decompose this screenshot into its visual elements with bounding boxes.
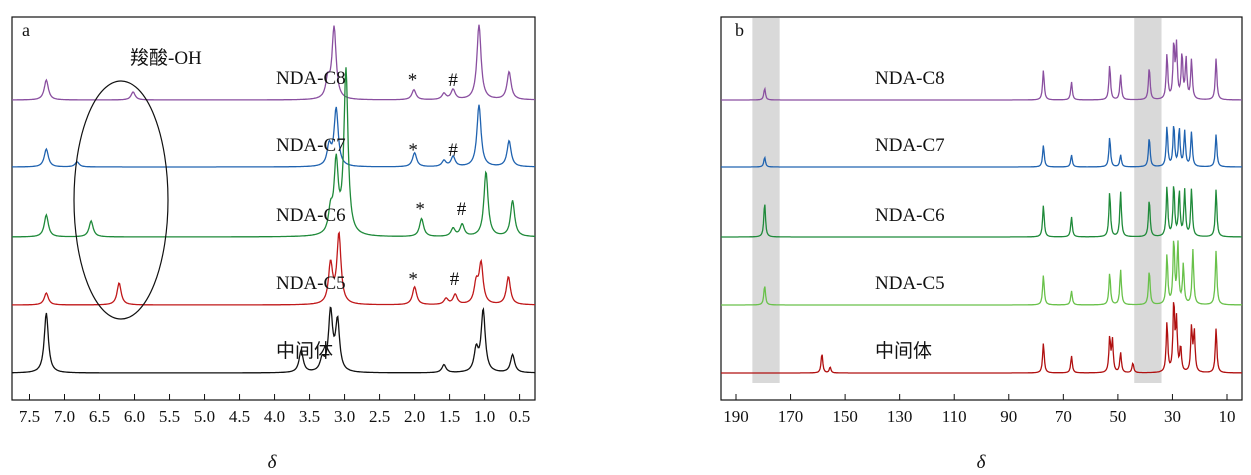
x-tick-label: 5.0 <box>194 407 215 426</box>
x-tick-label: 110 <box>942 407 967 426</box>
peak-marker-star: * <box>408 70 418 91</box>
series-label-nda-c6: NDA-C6 <box>276 205 346 226</box>
series-line-intermediate <box>12 306 535 374</box>
peak-marker-star: * <box>408 140 418 161</box>
panel-b-x-axis-title: δ <box>977 452 987 473</box>
series-line-nda-c7 <box>12 104 535 168</box>
x-tick-label: 7.0 <box>54 407 75 426</box>
panel-a-peak-markers: * # * # * # * # <box>408 70 467 290</box>
peak-marker-star: * <box>415 199 425 220</box>
panel-a-frame <box>11 16 536 401</box>
panel-b-x-ticks: 190 170 150 130 110 90 70 50 30 10 <box>723 394 1235 426</box>
panel-b-shaded-regions <box>752 18 1162 383</box>
carboxylic-oh-ellipse <box>73 80 169 320</box>
panel-b-series <box>721 39 1243 374</box>
x-tick-label: 1.0 <box>474 407 495 426</box>
x-tick-label: 3.0 <box>334 407 355 426</box>
x-tick-label: 2.0 <box>404 407 425 426</box>
x-tick-label: 90 <box>1000 407 1017 426</box>
panel-b-series-labels: NDA-C8 NDA-C7 NDA-C6 NDA-C5 中间体 <box>875 68 945 362</box>
series-label-intermediate: 中间体 <box>276 340 333 362</box>
peak-marker-star: * <box>408 269 418 290</box>
series-label-nda-c8: NDA-C8 <box>276 68 346 89</box>
x-tick-label: 4.5 <box>229 407 250 426</box>
series-label-nda-c8: NDA-C8 <box>875 68 945 89</box>
peak-marker-hash: # <box>450 269 460 290</box>
peak-marker-hash: # <box>448 70 458 91</box>
series-line-nda-c5 <box>721 240 1243 306</box>
series-label-nda-c6: NDA-C6 <box>875 205 945 226</box>
x-tick-label: 0.5 <box>509 407 530 426</box>
x-tick-label: 7.5 <box>19 407 40 426</box>
series-line-nda-c8 <box>721 39 1242 101</box>
x-tick-label: 70 <box>1055 407 1072 426</box>
panel-a-x-axis-title: δ <box>268 452 278 473</box>
carboxylic-oh-label: 羧酸-OH <box>130 47 202 69</box>
series-label-nda-c5: NDA-C5 <box>875 273 945 294</box>
x-tick-label: 170 <box>778 407 804 426</box>
x-tick-label: 2.5 <box>369 407 390 426</box>
x-tick-label: 50 <box>1109 407 1126 426</box>
shaded-region-2 <box>1134 18 1162 383</box>
x-tick-label: 130 <box>887 407 913 426</box>
x-tick-label: 6.0 <box>124 407 145 426</box>
panel-a-spectrum: a NDA-C8 NDA-C7 NDA-C6 NDA-C5 中间体 7.5 7.0 6.5 6… <box>11 16 536 473</box>
x-tick-label: 3.5 <box>299 407 320 426</box>
x-tick-label: 1.5 <box>439 407 460 426</box>
x-tick-label: 10 <box>1218 407 1235 426</box>
series-line-nda-c8 <box>12 24 535 101</box>
peak-marker-hash: # <box>448 140 458 161</box>
x-tick-label: 5.5 <box>159 407 180 426</box>
panel-b-letter: b <box>735 20 744 40</box>
x-tick-label: 190 <box>723 407 749 426</box>
panel-a-x-ticks: 7.5 7.0 6.5 6.0 5.5 5.0 4.5 4.0 3.5 3.0 2.5 2.0 1.5 1… <box>19 394 530 426</box>
series-label-intermediate: 中间体 <box>875 340 932 362</box>
panel-a-letter: a <box>22 20 30 40</box>
series-line-nda-c6 <box>11 67 535 238</box>
panel-b-frame <box>720 16 1243 401</box>
series-line-nda-c7 <box>721 125 1242 168</box>
series-label-nda-c7: NDA-C7 <box>875 135 945 156</box>
series-line-intermediate <box>721 302 1242 374</box>
peak-marker-hash: # <box>457 199 467 220</box>
shaded-region-1 <box>752 18 780 383</box>
x-tick-label: 150 <box>832 407 858 426</box>
x-tick-label: 30 <box>1164 407 1181 426</box>
series-label-nda-c5: NDA-C5 <box>276 273 346 294</box>
series-label-nda-c7: NDA-C7 <box>276 135 346 156</box>
x-tick-label: 4.0 <box>264 407 285 426</box>
series-line-nda-c6 <box>721 186 1242 238</box>
x-tick-label: 6.5 <box>89 407 110 426</box>
panel-a-series-labels: NDA-C8 NDA-C7 NDA-C6 NDA-C5 中间体 <box>276 68 346 362</box>
